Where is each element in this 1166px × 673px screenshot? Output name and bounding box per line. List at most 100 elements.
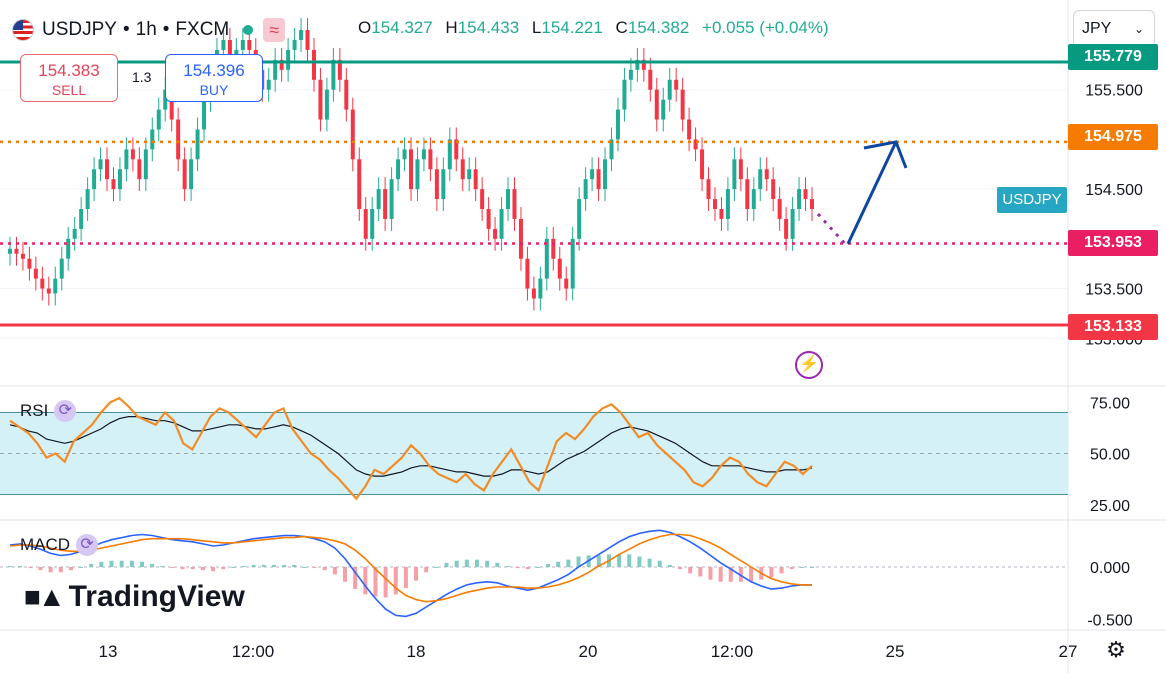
candle-body [803, 189, 808, 200]
macd-histogram-bar [474, 559, 479, 568]
candle-body [286, 49, 291, 70]
candle-body [292, 40, 297, 50]
rsi-tick-label: 50.00 [1090, 447, 1130, 464]
candle-body [790, 209, 795, 239]
projection-arrow[interactable] [816, 140, 908, 245]
macd-histogram-bar [495, 562, 500, 568]
candle-body [240, 40, 245, 50]
candle-body [512, 189, 517, 219]
rsi-tick-label: 75.00 [1090, 395, 1130, 412]
candle-body [687, 119, 692, 140]
macd-histogram-bar [738, 567, 743, 582]
candle-body [641, 59, 646, 70]
axes: 155.500154.500153.500153.00075.0050.0025… [99, 83, 1143, 661]
macd-line [9, 529, 812, 618]
macd-label: MACD [20, 535, 71, 554]
time-tick-label: 20 [579, 642, 598, 661]
low-key: L [531, 18, 542, 37]
macd-histogram-bar [99, 561, 104, 568]
macd-signal-line [9, 533, 812, 603]
symbol-price-tag: USDJPY [997, 187, 1067, 213]
projection-arrow-line[interactable] [846, 141, 898, 245]
projection-dotted-line[interactable] [816, 212, 847, 245]
market-open-indicator [243, 25, 254, 35]
macd-histogram-bar [302, 567, 307, 569]
macd-histogram-bar [505, 565, 510, 568]
candle-body [389, 179, 394, 219]
macd-histogram-bar [627, 554, 632, 568]
candle-body [111, 179, 116, 190]
macd-histogram-bar [312, 567, 317, 569]
candle-body [577, 199, 582, 239]
time-tick-label: 12:00 [232, 642, 275, 661]
close-key: C [615, 18, 628, 37]
currency-select[interactable]: JPY ⌄ [1073, 10, 1155, 48]
tradingview-logo: ■▲ TradingView [24, 580, 245, 614]
candle-body [674, 79, 679, 90]
macd-histogram-bar [48, 567, 53, 573]
candle-body [460, 159, 465, 180]
settings-gear-icon[interactable]: ⚙ [1106, 637, 1126, 662]
lightning-icon[interactable]: ⚡ [795, 351, 823, 379]
refresh-icon[interactable]: ⟳ [54, 400, 77, 422]
candle-body [124, 149, 129, 170]
sell-button[interactable]: 154.383 SELL [20, 54, 118, 102]
candle-body [189, 159, 194, 190]
candle-body [247, 40, 252, 50]
price-label-pink: 153.953 [1068, 230, 1158, 256]
candle-body [603, 159, 608, 190]
candle-body [622, 79, 627, 110]
macd-histogram-bar [485, 560, 490, 568]
time-tick-label: 13 [99, 642, 118, 661]
macd-histogram-bar [596, 555, 601, 568]
candle-body [751, 189, 756, 210]
separator: • [122, 19, 130, 40]
macd-histogram-bar [383, 567, 388, 598]
buy-button[interactable]: 154.396 BUY [165, 54, 263, 102]
tradingview-wordmark: TradingView [68, 580, 245, 613]
candle-body [33, 268, 38, 279]
candle-body [531, 288, 536, 299]
macd-histogram-bar [403, 567, 408, 589]
macd-histogram-bar [251, 564, 256, 568]
candle-body [518, 218, 523, 259]
macd-histogram-bar [678, 567, 683, 570]
macd-histogram-bar [789, 567, 794, 570]
candle-body [130, 149, 135, 160]
close-value: 154.382 [627, 18, 690, 37]
macd-histogram-bar [190, 567, 195, 570]
macd-histogram-bar [343, 567, 348, 582]
candle-body [383, 189, 388, 219]
refresh-icon[interactable]: ⟳ [76, 534, 99, 556]
candle-body [712, 199, 717, 210]
macd-histogram-bar [79, 567, 84, 569]
candle-body [628, 69, 633, 80]
candle-body [570, 238, 575, 289]
macd-histogram-bar [129, 560, 134, 568]
rsi-tick-label: 25.00 [1090, 498, 1130, 515]
rsi-title[interactable]: RSI ⟳ [20, 400, 77, 422]
interval[interactable]: 1h [135, 19, 157, 40]
macd-histogram-bar [698, 567, 703, 577]
macd-histogram-bar [779, 567, 784, 574]
macd-histogram-bar [271, 564, 276, 568]
macd-histogram-bar [211, 567, 216, 572]
candle-body [143, 149, 148, 180]
macd-histogram-bar [109, 560, 114, 568]
macd-histogram-bar [667, 564, 672, 568]
candle-body [493, 228, 498, 239]
projection-arrowhead[interactable] [863, 140, 908, 169]
macd-histogram-bar [261, 564, 266, 568]
symbol-name[interactable]: USDJPY [42, 19, 117, 40]
candle-body [105, 159, 110, 180]
macd-series [0, 529, 1068, 618]
macd-histogram-bar [292, 564, 297, 568]
time-tick-label: 25 [886, 642, 905, 661]
price-label-top: 155.779 [1068, 44, 1158, 70]
macd-title[interactable]: MACD ⟳ [20, 534, 99, 556]
candle-body [635, 59, 640, 70]
candle-body [738, 159, 743, 180]
candle-body [169, 89, 174, 120]
candle-body [693, 139, 698, 150]
